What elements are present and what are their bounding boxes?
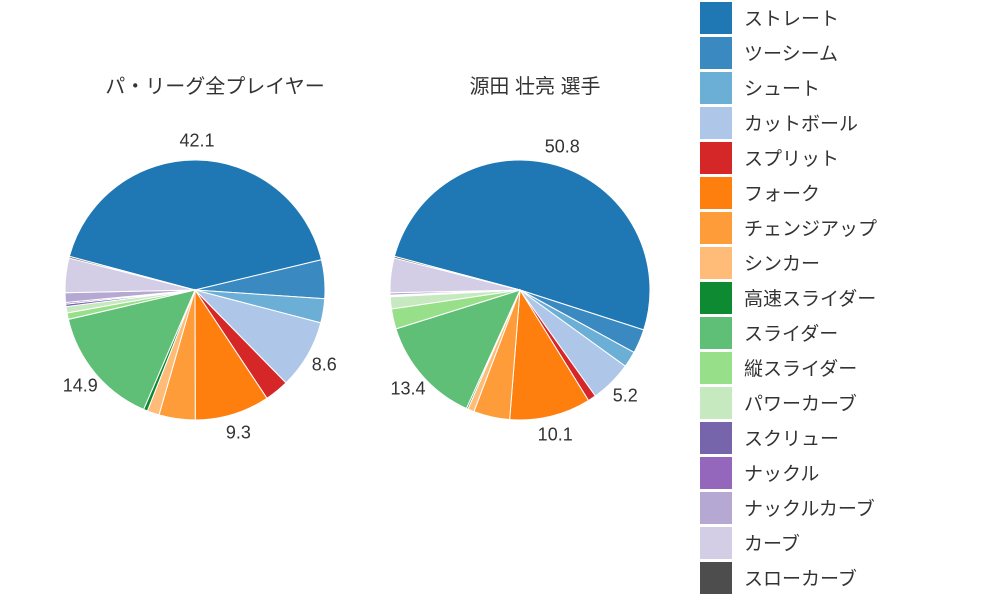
legend-item: ナックル	[700, 455, 980, 490]
slice-label: 8.6	[312, 355, 337, 376]
legend-swatch	[700, 142, 732, 174]
chart-title: 源田 壮亮 選手	[395, 70, 675, 99]
legend: ストレートツーシームシュートカットボールスプリットフォークチェンジアップシンカー…	[700, 0, 980, 595]
slice-label: 42.1	[180, 130, 215, 151]
legend-item: フォーク	[700, 175, 980, 210]
legend-swatch	[700, 107, 732, 139]
legend-label: 高速スライダー	[744, 284, 876, 311]
legend-label: 縦スライダー	[744, 354, 857, 381]
legend-item: ストレート	[700, 0, 980, 35]
slice-label: 50.8	[545, 136, 580, 157]
legend-swatch	[700, 422, 732, 454]
legend-label: シンカー	[744, 249, 820, 276]
legend-item: シンカー	[700, 245, 980, 280]
legend-swatch	[700, 457, 732, 489]
legend-item: スクリュー	[700, 420, 980, 455]
legend-swatch	[700, 72, 732, 104]
legend-item: チェンジアップ	[700, 210, 980, 245]
legend-swatch	[700, 492, 732, 524]
legend-label: チェンジアップ	[744, 214, 877, 241]
legend-label: ナックルカーブ	[744, 494, 875, 521]
slice-label: 9.3	[226, 423, 251, 444]
legend-swatch	[700, 282, 732, 314]
legend-label: ストレート	[744, 4, 839, 31]
legend-item: スローカーブ	[700, 560, 980, 595]
legend-label: ツーシーム	[744, 39, 838, 66]
legend-item: ナックルカーブ	[700, 490, 980, 525]
legend-swatch	[700, 212, 732, 244]
legend-swatch	[700, 317, 732, 349]
chart-title: パ・リーグ全プレイヤー	[75, 70, 355, 99]
legend-item: パワーカーブ	[700, 385, 980, 420]
legend-item: カーブ	[700, 525, 980, 560]
legend-label: フォーク	[744, 179, 820, 206]
legend-swatch	[700, 177, 732, 209]
legend-swatch	[700, 387, 732, 419]
chart-container: パ・リーグ全プレイヤー 42.1 8.6 9.3 14.9 源田 壮亮 選手 50.8 5.2…	[0, 0, 1000, 600]
legend-item: 高速スライダー	[700, 280, 980, 315]
legend-label: カーブ	[744, 529, 800, 556]
slice-label: 13.4	[391, 379, 426, 400]
legend-item: スプリット	[700, 140, 980, 175]
legend-label: スローカーブ	[744, 564, 857, 591]
legend-item: 縦スライダー	[700, 350, 980, 385]
legend-label: スクリュー	[744, 424, 839, 451]
legend-label: シュート	[744, 74, 820, 101]
legend-label: スライダー	[744, 319, 838, 346]
slice-label: 5.2	[613, 386, 638, 407]
legend-label: カットボール	[744, 109, 858, 136]
legend-swatch	[700, 2, 732, 34]
legend-item: スライダー	[700, 315, 980, 350]
legend-swatch	[700, 37, 732, 69]
legend-item: ツーシーム	[700, 35, 980, 70]
slice-label: 10.1	[538, 425, 573, 446]
legend-label: パワーカーブ	[744, 389, 857, 416]
legend-swatch	[700, 352, 732, 384]
legend-swatch	[700, 562, 732, 594]
legend-swatch	[700, 247, 732, 279]
slice-label: 14.9	[63, 375, 98, 396]
legend-item: カットボール	[700, 105, 980, 140]
legend-swatch	[700, 527, 732, 559]
legend-item: シュート	[700, 70, 980, 105]
legend-label: スプリット	[744, 144, 839, 171]
legend-label: ナックル	[744, 459, 819, 486]
